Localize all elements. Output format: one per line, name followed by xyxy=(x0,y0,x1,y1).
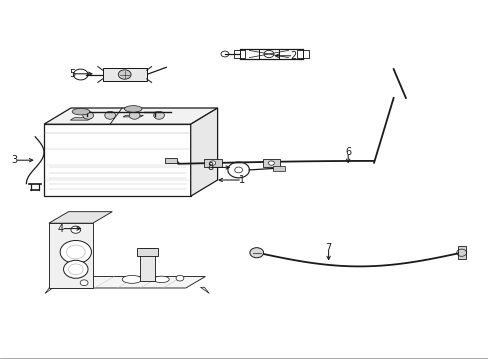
Polygon shape xyxy=(70,118,92,120)
Polygon shape xyxy=(272,166,284,171)
Polygon shape xyxy=(165,158,177,163)
Polygon shape xyxy=(457,246,465,259)
Circle shape xyxy=(129,111,140,119)
Text: 7: 7 xyxy=(325,243,331,253)
Circle shape xyxy=(268,161,274,165)
Circle shape xyxy=(209,161,215,165)
Ellipse shape xyxy=(124,106,142,112)
Circle shape xyxy=(71,226,81,233)
Circle shape xyxy=(249,248,263,258)
Polygon shape xyxy=(49,212,112,223)
Circle shape xyxy=(63,260,88,278)
Ellipse shape xyxy=(122,275,142,283)
Polygon shape xyxy=(44,108,217,124)
Polygon shape xyxy=(200,287,209,293)
Circle shape xyxy=(153,111,164,119)
Text: 3: 3 xyxy=(12,155,18,165)
Polygon shape xyxy=(49,223,93,288)
Polygon shape xyxy=(102,68,146,81)
Circle shape xyxy=(104,111,115,119)
Circle shape xyxy=(60,240,91,264)
Polygon shape xyxy=(137,248,158,256)
Ellipse shape xyxy=(153,276,169,283)
Polygon shape xyxy=(262,159,280,167)
Polygon shape xyxy=(123,115,143,117)
Text: 4: 4 xyxy=(58,224,64,234)
Text: 2: 2 xyxy=(290,51,296,61)
Polygon shape xyxy=(203,159,221,167)
Polygon shape xyxy=(140,248,155,281)
Ellipse shape xyxy=(72,108,90,115)
Polygon shape xyxy=(45,287,54,293)
Circle shape xyxy=(82,111,93,119)
Polygon shape xyxy=(49,276,205,288)
Text: 1: 1 xyxy=(239,175,244,185)
Circle shape xyxy=(176,275,183,281)
Text: 8: 8 xyxy=(207,162,213,172)
Text: 5: 5 xyxy=(69,69,75,79)
Text: 6: 6 xyxy=(345,147,350,157)
Circle shape xyxy=(80,280,88,285)
Polygon shape xyxy=(190,108,217,196)
Polygon shape xyxy=(44,124,190,196)
Circle shape xyxy=(118,70,131,79)
